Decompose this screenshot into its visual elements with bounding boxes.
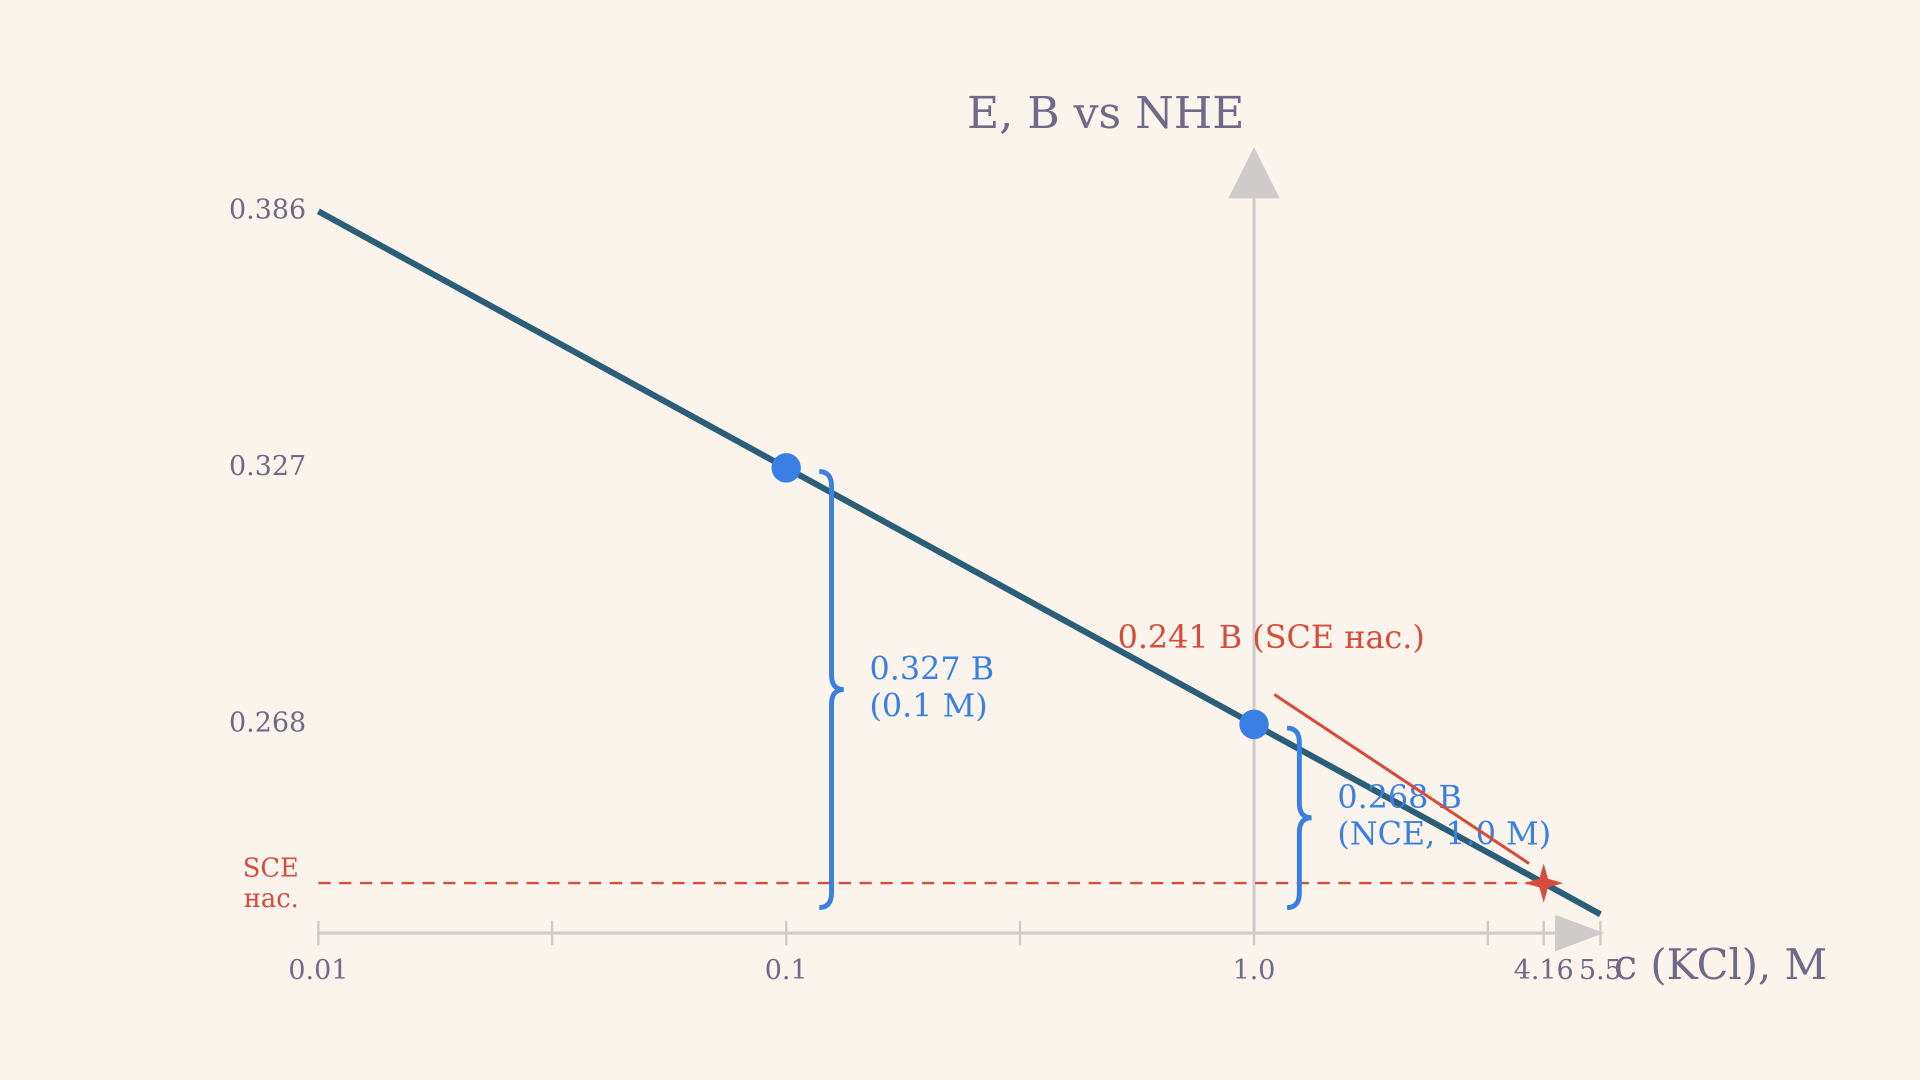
x-tick-label: 0.1 — [765, 955, 808, 986]
point-label: (NCE, 1.0 M) — [1337, 815, 1551, 853]
marker-pointer — [1273, 693, 1530, 865]
x-axis-arrow — [1555, 914, 1605, 952]
point-label: 0.327 В — [869, 650, 994, 688]
point — [1239, 709, 1269, 740]
reference-label: нас. — [244, 884, 299, 914]
x-tick-label: 0.01 — [288, 955, 348, 986]
point-label: 0.268 В — [1337, 778, 1462, 816]
y-axis-title: E, В vs NHE — [967, 88, 1244, 139]
brace — [819, 469, 844, 911]
y-tick-label: 0.386 — [229, 194, 306, 225]
marker-label: 0.241 В (SCE нас.) — [1118, 618, 1425, 656]
y-tick-label: 0.268 — [229, 707, 306, 738]
x-axis-title: c (KCl), M — [1614, 940, 1827, 989]
point-label: (0.1 M) — [869, 686, 987, 724]
x-tick-label: 4.16 — [1514, 955, 1574, 986]
marker-star — [1524, 863, 1564, 903]
reference-label: SCE — [243, 854, 299, 884]
point — [771, 453, 801, 483]
y-tick-label: 0.327 — [229, 451, 306, 482]
x-tick-label: 1.0 — [1233, 955, 1276, 986]
y-axis-arrow — [1228, 146, 1280, 199]
x-tick-label: 5.5 — [1579, 955, 1622, 986]
